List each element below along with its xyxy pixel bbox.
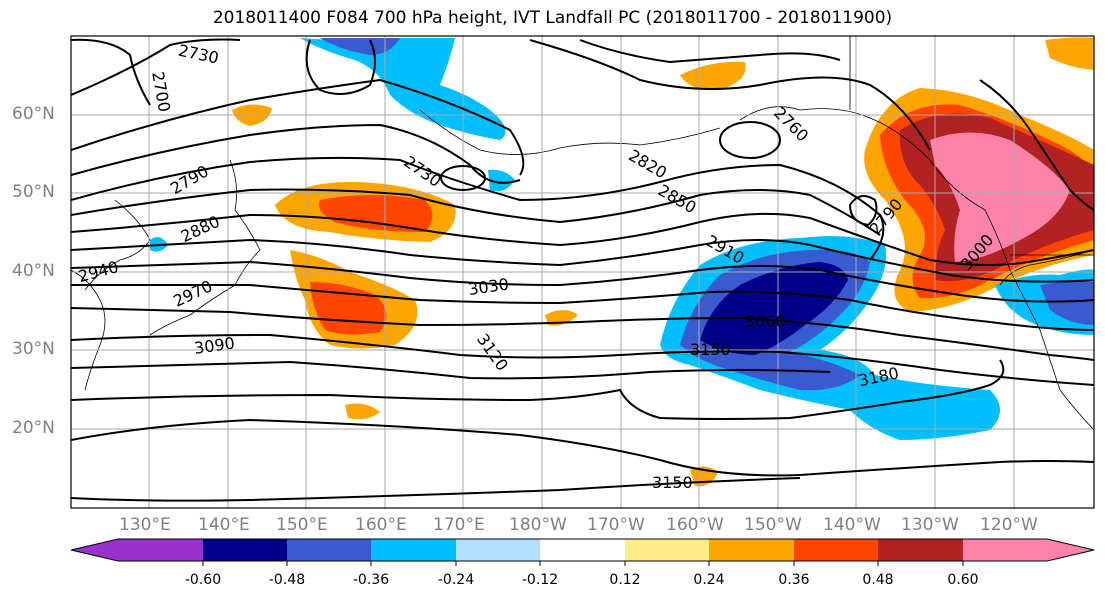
contour-label: 3150 <box>690 340 731 359</box>
colorbar-tick-label: 0.48 <box>862 572 894 588</box>
lat-label: 60°N <box>12 104 55 124</box>
colorbar-tick-label: -0.60 <box>184 572 222 588</box>
ivt-positive-region <box>345 403 380 420</box>
lat-label: 30°N <box>12 339 55 359</box>
ivt-positive-max <box>930 132 1070 262</box>
map-title: 2018011400 F084 700 hPa height, IVT Land… <box>212 8 893 28</box>
lon-label: 130°E <box>119 515 171 535</box>
lon-label: 180°W <box>509 515 567 535</box>
lon-label: 140°W <box>823 515 881 535</box>
colorbar-tick-label: -0.48 <box>268 572 306 588</box>
contour-label: 3150 <box>652 473 693 492</box>
colorbar-tick-label: -0.24 <box>437 572 475 588</box>
lon-label: 120°W <box>980 515 1038 535</box>
colorbar-tick-label: 0.36 <box>778 572 810 588</box>
ivt-negative-core <box>320 38 400 55</box>
lat-label: 20°N <box>12 418 55 438</box>
gridlines <box>71 36 1094 508</box>
colorbar-extend-high <box>1047 539 1094 561</box>
colorbar-segment <box>625 539 709 561</box>
lon-label: 140°E <box>198 515 250 535</box>
colorbar-segment <box>963 539 1047 561</box>
lon-label: 160°E <box>355 515 407 535</box>
colorbar-segment <box>203 539 287 561</box>
lon-label: 150°E <box>276 515 328 535</box>
ivt-negative-core <box>1040 281 1094 325</box>
lon-label: 160°W <box>666 515 724 535</box>
lon-label: 130°W <box>901 515 959 535</box>
colorbar-tick-label: 0.24 <box>693 572 725 588</box>
colorbar-outline <box>70 538 1095 562</box>
lon-label: 150°W <box>744 515 802 535</box>
ivt-negative-region <box>488 169 515 192</box>
colorbar-segment <box>709 539 794 561</box>
colorbar-segment <box>794 539 878 561</box>
colorbar-extend-low <box>71 539 118 561</box>
ivt-positive-region <box>680 61 746 91</box>
colorbar-segment <box>540 539 625 561</box>
colorbar <box>70 538 1095 566</box>
ivt-negative-strong <box>700 262 848 355</box>
ivt-positive-region <box>1045 37 1094 70</box>
coastlines <box>71 36 1094 431</box>
colorbar-tick-label: -0.12 <box>521 572 559 588</box>
colorbar-segment <box>456 539 540 561</box>
contour-label: 3060 <box>745 312 786 331</box>
lat-label: 50°N <box>12 182 55 202</box>
colorbar-tick-label: -0.36 <box>352 572 390 588</box>
map-frame <box>70 35 1095 509</box>
lat-label: 40°N <box>12 261 55 281</box>
colorbar-segment <box>878 539 963 561</box>
ivt-positive-region <box>545 310 578 326</box>
lon-label: 170°E <box>433 515 485 535</box>
colorbar-segment <box>118 539 203 561</box>
colorbar-tick-label: 0.12 <box>609 572 641 588</box>
colorbar-tick-label: 0.60 <box>947 572 979 588</box>
lon-label: 170°W <box>587 515 645 535</box>
colorbar-segment <box>371 539 456 561</box>
ivt-positive-core <box>319 195 433 232</box>
height-contours <box>71 38 1094 502</box>
colorbar-segment <box>287 539 371 561</box>
